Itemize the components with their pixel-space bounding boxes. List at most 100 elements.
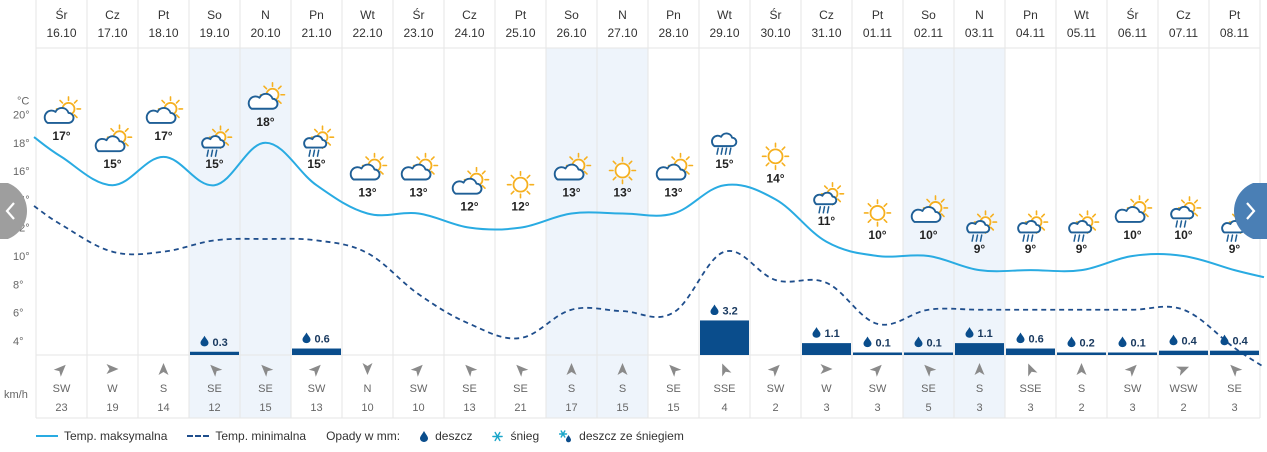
rain-label-group: 3.2 xyxy=(710,304,738,317)
wind-arrow-shape xyxy=(261,364,274,377)
day-name: Cz xyxy=(819,8,834,22)
day-name: Śr xyxy=(770,7,782,22)
day-date: 25.10 xyxy=(505,26,535,40)
rain-amount-label: 0.1 xyxy=(876,338,891,350)
rain-drop xyxy=(1077,234,1081,242)
wind-speed-label: 2 xyxy=(1180,402,1186,414)
weather-icon-partly-cloudy-rain xyxy=(1017,210,1049,242)
max-temp-label: 9° xyxy=(1229,242,1241,256)
wind-arrow-icon xyxy=(53,364,66,377)
wind-direction-label: SW xyxy=(767,383,785,395)
sun-icon xyxy=(863,199,892,227)
raindrop-icon xyxy=(200,335,209,347)
wind-arrow-shape xyxy=(820,364,833,374)
day-date: 07.11 xyxy=(1169,26,1198,40)
legend-sleet: deszcz ze śniegiem xyxy=(559,429,684,443)
weather-icon-partly-cloudy-rain xyxy=(813,182,845,214)
wind-direction-label: SE xyxy=(207,383,222,395)
weather-icon-sunny xyxy=(761,142,790,171)
wind-arrow-icon xyxy=(210,364,223,377)
cloud-shape xyxy=(711,132,738,148)
day-name: Pn xyxy=(1023,8,1038,22)
sun-icon xyxy=(506,170,535,199)
weather-icon-partly-cloudy xyxy=(451,166,490,195)
max-temp-label: 12° xyxy=(511,200,529,214)
raindrop-icon xyxy=(812,327,821,338)
wind-speed-label: 15 xyxy=(616,402,628,414)
rain-label-group: 0.6 xyxy=(302,332,330,346)
weather-icon-partly-cloudy xyxy=(655,152,694,181)
wind-arrow-icon xyxy=(767,364,780,377)
wind-arrow-shape xyxy=(410,364,423,377)
scroll-left-button[interactable] xyxy=(0,181,30,241)
rain-amount-label: 0.2 xyxy=(1080,338,1095,350)
wind-speed-label: 5 xyxy=(925,402,931,414)
legend-rain-label: deszcz xyxy=(435,429,473,443)
rain-drop xyxy=(1081,234,1085,242)
max-temp-label: 15° xyxy=(103,157,121,171)
day-date: 20.10 xyxy=(250,26,280,40)
day-date: 05.11 xyxy=(1067,26,1096,40)
wind-arrow-icon xyxy=(158,363,169,375)
raindrop-icon xyxy=(965,327,974,338)
rain-label-group: 0.3 xyxy=(200,335,228,349)
wind-arrow-icon xyxy=(669,364,682,377)
wind-speed-label: 2 xyxy=(772,402,778,414)
y-tick-label: 20° xyxy=(13,109,30,121)
wind-speed-label: 12 xyxy=(208,402,220,414)
scroll-right-button[interactable] xyxy=(1231,181,1267,241)
wind-arrow-shape xyxy=(362,363,373,375)
wind-direction-label: SE xyxy=(462,383,477,395)
wind-arrow-shape xyxy=(1176,366,1190,376)
cloud-shape xyxy=(303,135,328,149)
wind-arrow-shape xyxy=(1230,364,1243,377)
max-temp-label: 10° xyxy=(868,228,886,242)
wind-direction-label: SE xyxy=(258,383,273,395)
max-temp-label: 9° xyxy=(1076,242,1088,256)
wind-direction-label: W xyxy=(107,383,118,395)
rain-amount-label: 0.1 xyxy=(1131,338,1146,350)
wind-arrow-icon xyxy=(465,364,478,377)
weather-icon-partly-cloudy xyxy=(1114,195,1153,223)
max-temp-label: 13° xyxy=(664,186,682,200)
rain-amount-label: 0.4 xyxy=(1233,336,1249,348)
day-date: 29.10 xyxy=(709,26,739,40)
y-tick-label: 8° xyxy=(13,279,24,291)
max-temp-label: 10° xyxy=(1123,228,1141,242)
legend-precip-label: Opady w mm: xyxy=(326,429,401,443)
wind-arrow-shape xyxy=(566,363,577,375)
max-temp-line xyxy=(33,136,1265,279)
legend-min-label: Temp. minimalna xyxy=(215,429,307,443)
rain-bar xyxy=(904,352,953,355)
day-date: 24.10 xyxy=(454,26,484,40)
wind-speed-label: 19 xyxy=(106,402,118,414)
cloud-shape xyxy=(1068,220,1093,234)
day-name: Cz xyxy=(1176,8,1191,22)
rain-drop xyxy=(1183,220,1187,228)
wind-arrow-icon xyxy=(869,364,882,377)
wind-arrow-icon xyxy=(106,364,119,374)
wind-direction-label: S xyxy=(976,383,983,395)
max-temp-label: 13° xyxy=(613,186,631,200)
rain-drop xyxy=(206,149,210,157)
wind-arrow-shape xyxy=(53,364,66,377)
rain-bar xyxy=(853,352,902,355)
wind-speed-label: 3 xyxy=(1027,402,1033,414)
max-temp-label: 17° xyxy=(154,129,172,143)
weather-icon-partly-cloudy xyxy=(247,81,286,110)
min-temp-line xyxy=(33,205,1265,368)
day-name: Śr xyxy=(413,7,425,22)
wind-arrow-shape xyxy=(869,364,882,377)
rain-amount-label: 0.1 xyxy=(927,338,942,350)
y-tick-label: 4° xyxy=(13,336,24,348)
day-name: Cz xyxy=(462,8,477,22)
day-name: Śr xyxy=(56,7,68,22)
wind-arrow-icon xyxy=(924,364,937,377)
cloud-shape xyxy=(400,163,432,181)
chart-legend: Temp. maksymalna Temp. minimalna Opady w… xyxy=(36,427,684,445)
day-name: Wt xyxy=(360,8,375,22)
day-date: 17.10 xyxy=(97,26,127,40)
rain-drop xyxy=(1179,220,1183,228)
wind-arrow-icon xyxy=(617,363,628,375)
weather-icon-partly-cloudy-rain xyxy=(1170,196,1202,228)
